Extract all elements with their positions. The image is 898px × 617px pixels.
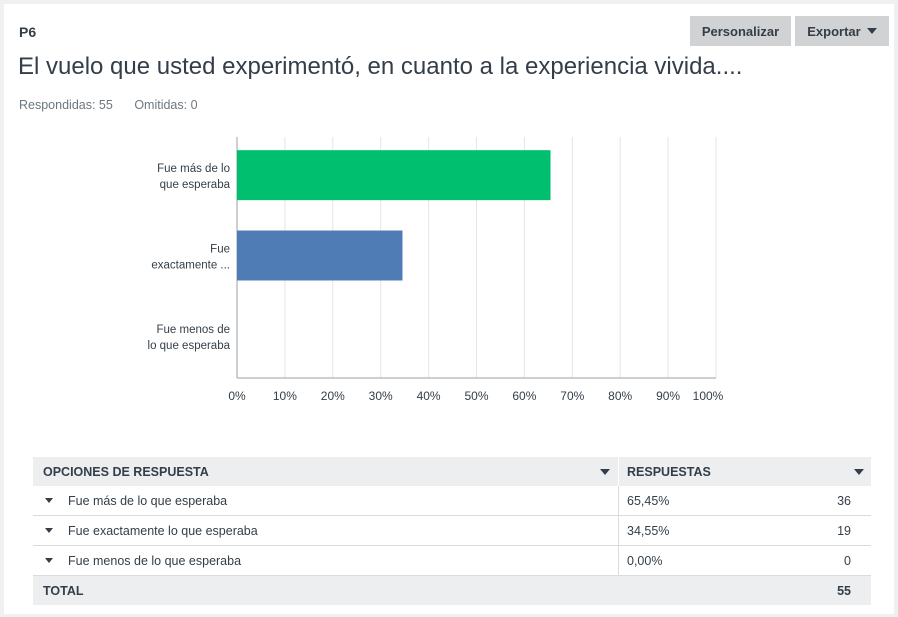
category-label: Fue	[210, 244, 230, 256]
row-percent: 0,00%	[627, 553, 663, 568]
table-total-row: TOTAL 55	[33, 576, 871, 605]
expand-row-icon[interactable]	[45, 498, 53, 503]
row-label: Fue exactamente lo que esperaba	[68, 523, 258, 538]
x-tick-label: 90%	[656, 389, 680, 403]
x-tick-label: 40%	[417, 389, 441, 403]
header-divider	[618, 457, 619, 486]
header-options[interactable]: OPCIONES DE RESPUESTA	[43, 464, 209, 479]
total-label: TOTAL	[43, 583, 84, 598]
export-button[interactable]: Exportar	[795, 16, 889, 46]
question-number: P6	[19, 24, 37, 40]
category-label: que esperaba	[160, 179, 231, 191]
category-label: lo que esperaba	[148, 340, 231, 352]
row-percent: 34,55%	[627, 523, 670, 538]
answered-count: Respondidas: 55	[19, 98, 113, 112]
row-count: 36	[837, 493, 851, 508]
expand-row-icon[interactable]	[45, 558, 53, 563]
expand-row-icon[interactable]	[45, 528, 53, 533]
bar	[237, 230, 403, 281]
skipped-count: Omitidas: 0	[134, 98, 198, 112]
total-count: 55	[837, 583, 851, 598]
response-stats: Respondidas: 55 Omitidas: 0	[19, 98, 198, 112]
table-row: Fue menos de lo que esperaba 0,00% 0	[33, 546, 871, 576]
x-tick-label: 50%	[464, 389, 488, 403]
row-count: 0	[844, 553, 851, 568]
row-divider	[618, 516, 619, 545]
x-tick-label: 10%	[273, 389, 297, 403]
category-label: exactamente ...	[151, 260, 230, 272]
row-percent: 65,45%	[627, 493, 670, 508]
x-tick-label: 80%	[608, 389, 632, 403]
export-label: Exportar	[807, 23, 861, 39]
header-responses[interactable]: RESPUESTAS	[627, 464, 711, 479]
x-tick-label: 0%	[228, 389, 246, 403]
category-label: Fue más de lo	[157, 163, 230, 175]
row-label: Fue menos de lo que esperaba	[68, 553, 242, 568]
category-label: Fue menos de	[156, 324, 230, 336]
caret-down-icon	[866, 28, 877, 34]
table-header: OPCIONES DE RESPUESTA RESPUESTAS	[33, 457, 871, 486]
bar	[237, 150, 551, 201]
row-divider	[618, 486, 619, 515]
x-tick-label: 30%	[369, 389, 393, 403]
row-label: Fue más de lo que esperaba	[68, 493, 228, 508]
sort-responses-icon[interactable]	[854, 469, 864, 475]
row-count: 19	[837, 523, 851, 538]
x-tick-label: 100%	[693, 389, 724, 403]
bar-chart: 0% 10% 20% 30% 40% 50% 60% 70% 80% 90% 100% Fue más…	[148, 137, 724, 403]
responses-table: OPCIONES DE RESPUESTA RESPUESTAS Fue más…	[33, 457, 871, 605]
question-card: P6 Personalizar Exportar El vuelo que us…	[4, 4, 894, 614]
sort-options-icon[interactable]	[600, 469, 610, 475]
row-divider	[618, 546, 619, 575]
table-row: Fue más de lo que esperaba 65,45% 36	[33, 486, 871, 516]
x-tick-label: 20%	[321, 389, 345, 403]
x-tick-label: 70%	[560, 389, 584, 403]
question-title: El vuelo que usted experimentó, en cuant…	[18, 53, 743, 80]
customize-button[interactable]: Personalizar	[690, 16, 791, 46]
table-row: Fue exactamente lo que esperaba 34,55% 19	[33, 516, 871, 546]
x-tick-label: 60%	[512, 389, 536, 403]
